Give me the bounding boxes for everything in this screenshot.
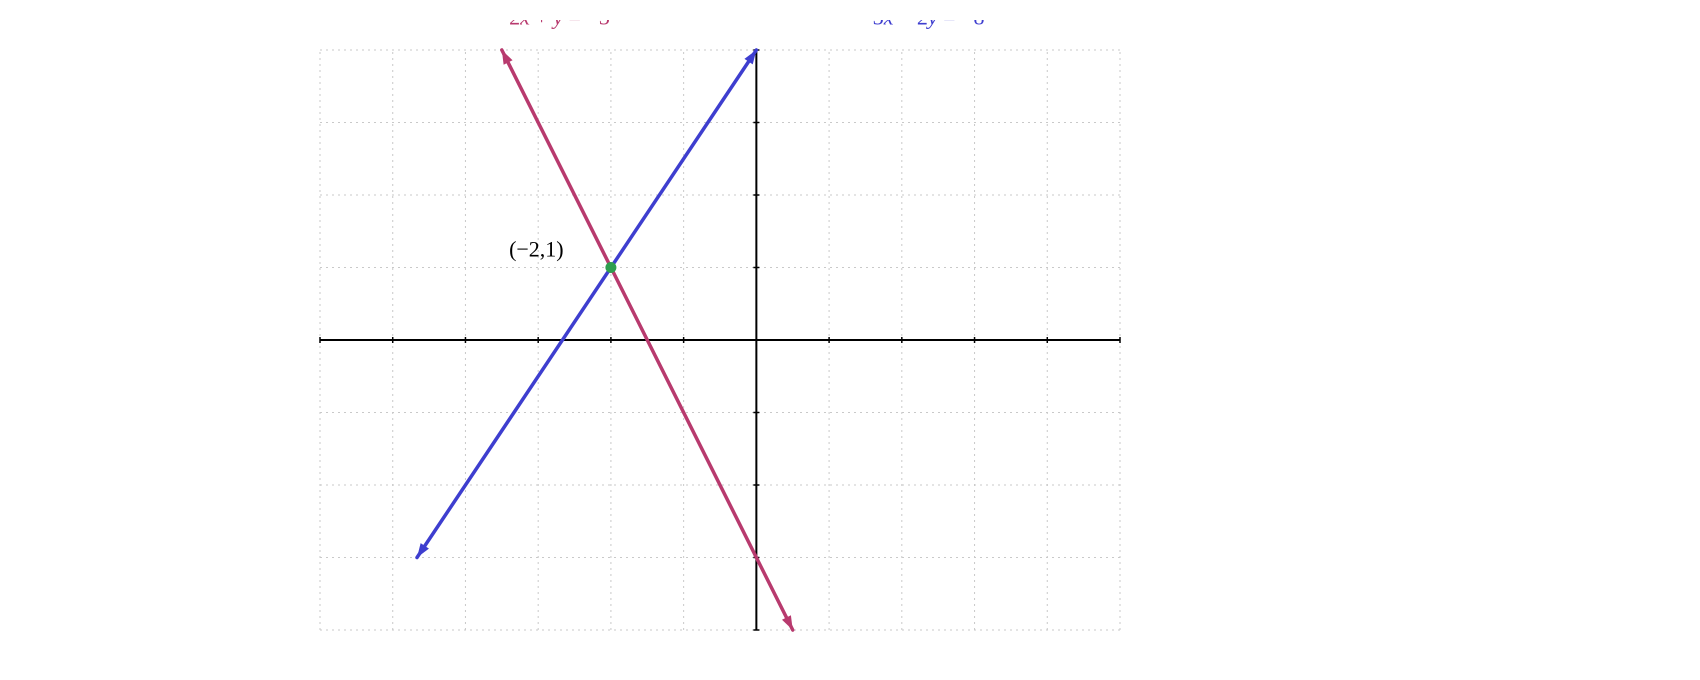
intersection-label: (−2,1) [509, 237, 564, 262]
line-b-label: 3x − 2y = −8 [873, 20, 985, 30]
line-a-label: 2x + y = −3 [509, 20, 610, 30]
intersection-point [605, 262, 616, 273]
linear-system-graph: 2x + y = −3 3x − 2y = −8 (−2,1) [20, 20, 1680, 660]
